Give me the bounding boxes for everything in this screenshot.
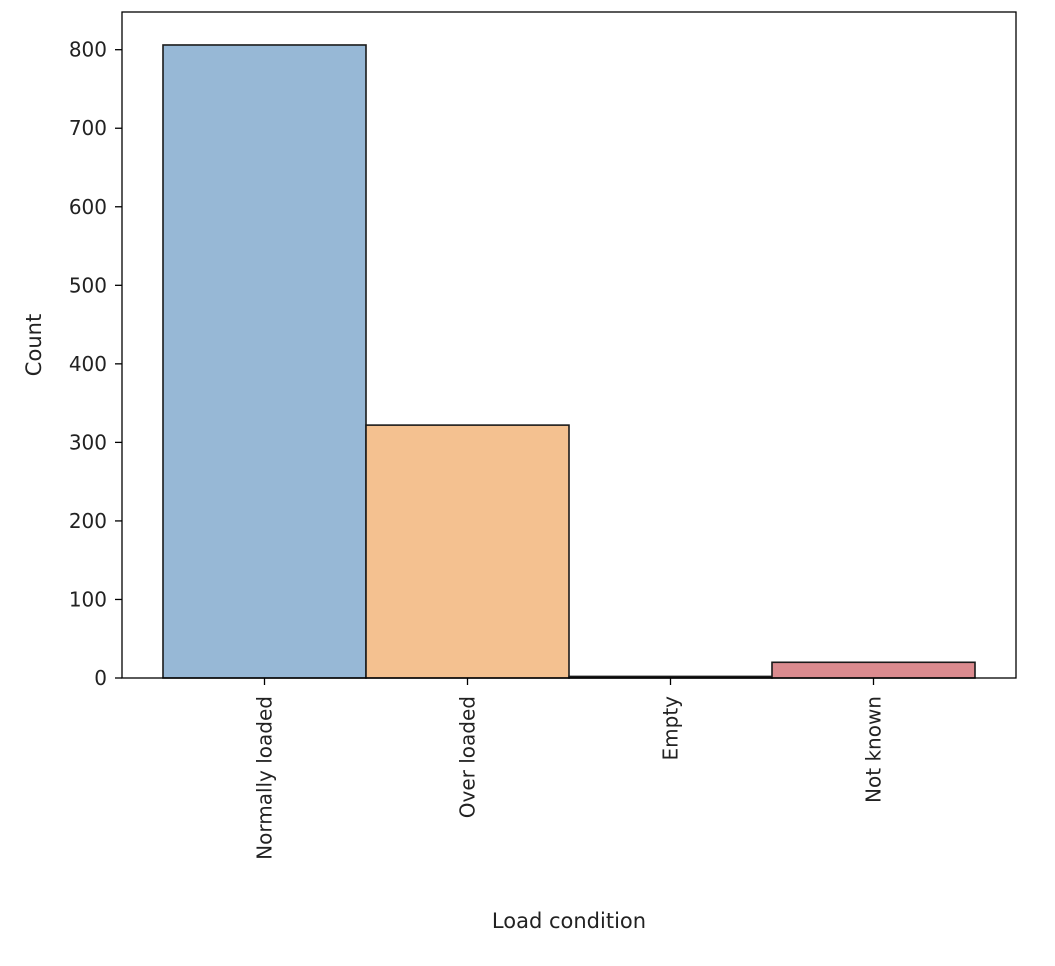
y-tick-label: 200 — [69, 509, 107, 533]
bar-over-loaded — [365, 424, 570, 679]
x-axis-ticks: Normally loaded Over loaded Empty Not known — [253, 678, 886, 860]
plot-frame — [121, 11, 1017, 679]
x-tick-label: Empty — [659, 696, 683, 761]
x-tick-label: Not known — [862, 696, 886, 803]
y-tick-label: 500 — [69, 273, 107, 297]
y-tick-label: 800 — [69, 38, 107, 62]
y-axis-title: Count — [22, 314, 46, 376]
bar-normally-loaded — [162, 44, 367, 679]
x-tick-label: Over loaded — [456, 696, 480, 818]
y-tick-label: 600 — [69, 195, 107, 219]
y-tick-label: 400 — [69, 352, 107, 376]
y-tick-label: 0 — [94, 666, 107, 690]
y-tick-label: 100 — [69, 587, 107, 611]
x-tick-label: Normally loaded — [253, 696, 277, 860]
x-axis-title: Load condition — [492, 909, 646, 933]
bars — [162, 44, 976, 679]
bar-not-known — [771, 661, 976, 679]
y-tick-label: 300 — [69, 430, 107, 454]
y-axis-ticks: 0 100 200 300 400 500 600 700 800 — [69, 38, 122, 690]
y-tick-label: 700 — [69, 116, 107, 140]
